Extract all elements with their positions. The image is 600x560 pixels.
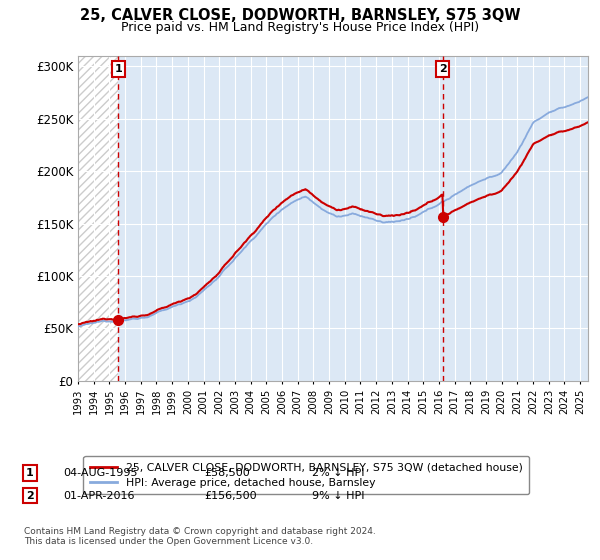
Legend: 25, CALVER CLOSE, DODWORTH, BARNSLEY, S75 3QW (detached house), HPI: Average pri: 25, CALVER CLOSE, DODWORTH, BARNSLEY, S7… — [83, 456, 529, 494]
Text: £156,500: £156,500 — [204, 491, 257, 501]
Bar — [78, 56, 118, 381]
Text: £58,500: £58,500 — [204, 468, 250, 478]
Text: 1: 1 — [115, 64, 122, 74]
Text: 25, CALVER CLOSE, DODWORTH, BARNSLEY, S75 3QW: 25, CALVER CLOSE, DODWORTH, BARNSLEY, S7… — [80, 8, 520, 24]
Text: Contains HM Land Registry data © Crown copyright and database right 2024.
This d: Contains HM Land Registry data © Crown c… — [24, 526, 376, 546]
Text: 2: 2 — [26, 491, 34, 501]
Text: 2: 2 — [439, 64, 447, 74]
Text: Price paid vs. HM Land Registry's House Price Index (HPI): Price paid vs. HM Land Registry's House … — [121, 21, 479, 34]
Bar — [78, 56, 118, 381]
Text: 1: 1 — [26, 468, 34, 478]
Bar — [118, 56, 588, 381]
Text: 9% ↓ HPI: 9% ↓ HPI — [312, 491, 365, 501]
Text: 04-AUG-1995: 04-AUG-1995 — [63, 468, 137, 478]
Text: 01-APR-2016: 01-APR-2016 — [63, 491, 134, 501]
Text: 2% ↓ HPI: 2% ↓ HPI — [312, 468, 365, 478]
